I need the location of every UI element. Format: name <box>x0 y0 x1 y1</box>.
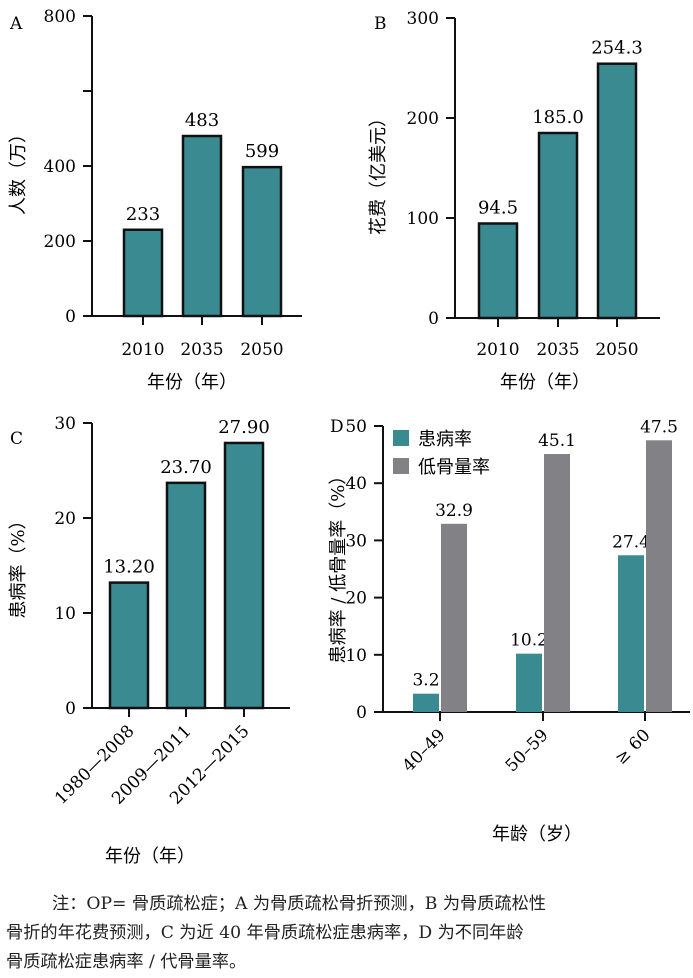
panel-a-bar <box>181 134 223 318</box>
panel-d-bar-value-label: 10.2 <box>510 631 548 651</box>
panel-a-y-tick-label: 0 <box>65 307 76 327</box>
panel-d-x-axis-title: 年龄（岁） <box>492 824 582 845</box>
panel-a-bar-value-label: 483 <box>185 110 219 131</box>
panel-d-y-axis-title: 患病率 / 低骨量率（%） <box>328 467 349 664</box>
panel-b-x-tick-label: 2010 <box>476 340 519 360</box>
panel-c-label: C <box>10 429 23 449</box>
panel-b-bar <box>537 131 579 320</box>
panel-c-y-axis-title: 患病率（%） <box>8 511 29 618</box>
panel-a-x-tick-label: 2010 <box>121 340 164 360</box>
panel-a-y-tick-label: 800 <box>44 7 76 27</box>
caption-line-2: 骨折的年花费预测，C 为近 40 年骨质疏松症患病率，D 为不同年龄 <box>6 923 524 943</box>
panel-d-legend-label: 低骨量率 <box>418 457 490 478</box>
panel-d-bar-value-label: 32.9 <box>435 501 473 521</box>
panel-a-y-tick-label: 200 <box>44 232 76 252</box>
panel-d-bar-prevalence <box>516 653 542 712</box>
panel-b-y-axis-title: 花费（亿美元） <box>368 109 389 235</box>
panel-c-bar <box>223 441 265 710</box>
panel-c-bar <box>165 481 207 710</box>
panel-d-x-tick-label: 40–49 <box>399 725 450 776</box>
panel-c-bar <box>108 581 150 710</box>
panel-b-bar <box>477 222 519 320</box>
panel-a-bar-value-label: 599 <box>245 141 279 162</box>
panel-d-y-tick-label: 40 <box>345 474 367 494</box>
panel-d-bar-low-bone-mass <box>544 454 570 712</box>
panel-b-x-tick-label: 2050 <box>595 340 638 360</box>
panel-c-y-tick-label: 10 <box>54 604 76 624</box>
panel-d-y-tick-label: 20 <box>345 589 367 609</box>
panel-d-bar-prevalence <box>413 693 439 712</box>
panel-b-y-tick-label: 300 <box>407 9 439 29</box>
panel-b-label: B <box>374 14 387 34</box>
panel-d-bar-value-label: 47.5 <box>640 417 678 437</box>
panel-a-y-tick-label: 400 <box>44 157 76 177</box>
panel-a-x-axis-title: 年份（年） <box>147 372 237 393</box>
panel-d-x-tick-label: 50–59 <box>502 725 553 776</box>
panel-a-x-tick-label: 2050 <box>240 340 283 360</box>
panel-b-y-tick-label: 0 <box>428 309 439 329</box>
panel-a-y-axis-title: 人数（万） <box>8 125 29 215</box>
panel-d-legend-label: 患病率 <box>418 429 472 450</box>
panel-a-bar <box>241 165 283 318</box>
panel-c-bar-value-label: 27.90 <box>218 417 270 438</box>
panel-b-y-tick-label: 200 <box>407 109 439 129</box>
panel-b-bar-value-label: 94.5 <box>478 198 518 219</box>
panel-d-legend-swatch <box>393 430 409 446</box>
panel-a-x-tick-label: 2035 <box>180 340 223 360</box>
panel-b-bar <box>596 62 638 320</box>
panel-a-bar-value-label: 233 <box>126 204 160 225</box>
panel-c-bar-value-label: 23.70 <box>160 457 212 478</box>
panel-d-label: D <box>330 417 344 437</box>
panel-b-x-axis-title: 年份（年） <box>500 372 590 393</box>
panel-b-y-tick-label: 100 <box>407 209 439 229</box>
panel-d-y-tick-label: 0 <box>356 703 367 723</box>
panel-d-y-tick-label: 10 <box>345 646 367 666</box>
panel-d-bar-value-label: 3.2 <box>412 671 439 691</box>
caption-line-3: 骨质疏松症患病率 / 代骨量率。 <box>6 952 247 972</box>
panel-c-y-tick-label: 0 <box>65 699 76 719</box>
panel-d-bar-low-bone-mass <box>646 440 672 712</box>
panel-d-y-tick-label: 50 <box>345 417 367 437</box>
panel-d-bar-value-label: 27.4 <box>612 532 650 552</box>
panel-b-bar-value-label: 185.0 <box>532 107 584 128</box>
panel-b-x-tick-label: 2035 <box>536 340 579 360</box>
panel-d-bar-value-label: 45.1 <box>538 431 576 451</box>
panel-d-bar-low-bone-mass <box>441 523 467 712</box>
panel-c-bar-value-label: 13.20 <box>103 557 155 578</box>
panel-d-y-tick-label: 30 <box>345 531 367 551</box>
panel-d-x-tick-label: ≥ 60 <box>611 725 654 768</box>
panel-c-y-tick-label: 20 <box>54 509 76 529</box>
panel-c-y-tick-label: 30 <box>54 414 76 434</box>
panel-a-label: A <box>9 14 23 34</box>
figure-caption: 注：OP= 骨质疏松症；A 为骨质疏松骨折预测，B 为骨质疏松性 骨折的年花费预… <box>6 890 690 977</box>
panel-c-x-axis-title: 年份（年） <box>105 846 195 867</box>
panel-d-legend-swatch <box>393 458 409 474</box>
panel-a-bar <box>122 228 164 318</box>
caption-line-1: 注：OP= 骨质疏松症；A 为骨质疏松骨折预测，B 为骨质疏松性 <box>52 894 546 914</box>
panel-d-bar-prevalence <box>618 555 644 712</box>
panel-b-bar-value-label: 254.3 <box>591 38 643 59</box>
